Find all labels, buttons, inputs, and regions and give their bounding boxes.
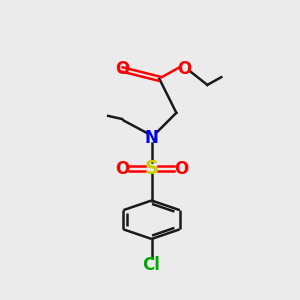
Text: O: O (177, 60, 191, 78)
Text: O: O (115, 60, 129, 78)
Text: O: O (115, 160, 129, 178)
Text: O: O (174, 160, 188, 178)
Text: Cl: Cl (142, 256, 160, 274)
Text: S: S (145, 159, 158, 178)
Text: N: N (145, 129, 158, 147)
